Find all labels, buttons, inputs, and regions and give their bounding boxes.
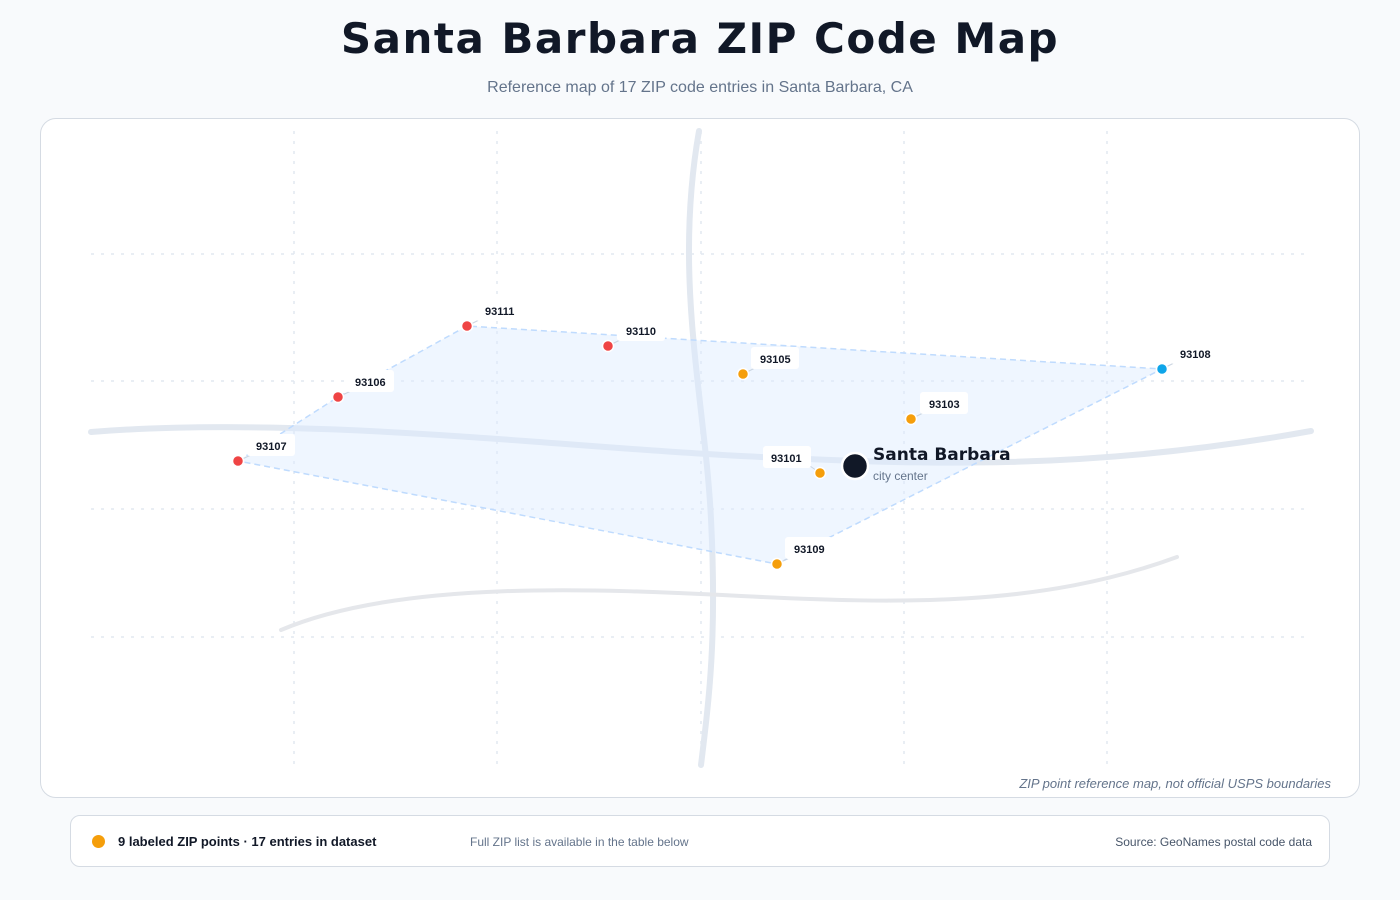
zip-label: 93106 [355,377,386,389]
zip-label-box [617,319,665,341]
zip-marker-93110[interactable]: 93110 [601,319,666,353]
city-center-icon [840,451,870,481]
map-disclaimer: ZIP point reference map, not official US… [1019,776,1331,791]
zip-point-icon [1155,362,1169,376]
zip-label: 93108 [1180,349,1211,361]
zip-marker-93109[interactable]: 93109 [770,537,834,571]
zip-marker-93103[interactable]: 93103 [904,392,969,426]
zip-point-icon [460,319,474,333]
page-subtitle: Reference map of 17 ZIP code entries in … [487,79,913,96]
zip-label: 93111 [485,306,514,318]
zip-label: 93109 [794,544,825,556]
zip-coverage-area [236,325,1165,565]
zip-marker-93108[interactable]: 93108 [1155,342,1220,376]
zip-marker-93106[interactable]: 93106 [331,370,395,404]
zip-marker-93111[interactable]: 93111 [460,299,525,333]
city-center-marker[interactable]: Santa Barbara city center [840,445,1011,483]
map-canvas[interactable]: 93107 93106 93111 93110 9310 [41,119,1359,797]
city-name: Santa Barbara [873,445,1011,465]
legend-note: Full ZIP list is available in the table … [470,835,689,849]
zip-label-box [763,446,811,468]
map-grid [91,131,1309,769]
zip-label-box [785,537,833,559]
zip-label: 93103 [929,399,960,411]
zip-point-icon [601,339,615,353]
zip-label-box [476,299,524,321]
road-vertical [685,128,717,768]
zip-label: 93110 [626,326,656,338]
zip-label-box [920,392,968,414]
road-highway [88,424,1314,466]
road-secondary [279,555,1179,632]
legend-dot-icon [92,835,105,848]
zip-point-icon [770,557,784,571]
legend-source: Source: GeoNames postal code data [1115,835,1312,849]
zip-point-icon [231,454,245,468]
city-sublabel: city center [873,469,928,483]
zip-marker-93105[interactable]: 93105 [736,347,800,381]
page-title: Santa Barbara ZIP Code Map [340,14,1060,63]
zip-label: 93107 [256,441,287,453]
zip-marker-93101[interactable]: 93101 [763,446,827,480]
map-panel[interactable]: 93107 93106 93111 93110 9310 [40,118,1360,798]
zip-label-box [247,434,295,456]
zip-label-box [346,370,394,392]
zip-point-icon [904,412,918,426]
zip-label-box [751,347,799,369]
zip-label-box [1171,342,1219,364]
zip-point-icon [331,390,345,404]
zip-point-icon [736,367,750,381]
zip-marker-93107[interactable]: 93107 [231,434,296,468]
legend-count: 9 labeled ZIP points · 17 entries in dat… [118,834,377,849]
zip-label: 93105 [760,354,791,366]
legend-bar: 9 labeled ZIP points · 17 entries in dat… [70,815,1330,867]
zip-point-icon [813,466,827,480]
zip-label: 93101 [771,453,802,465]
